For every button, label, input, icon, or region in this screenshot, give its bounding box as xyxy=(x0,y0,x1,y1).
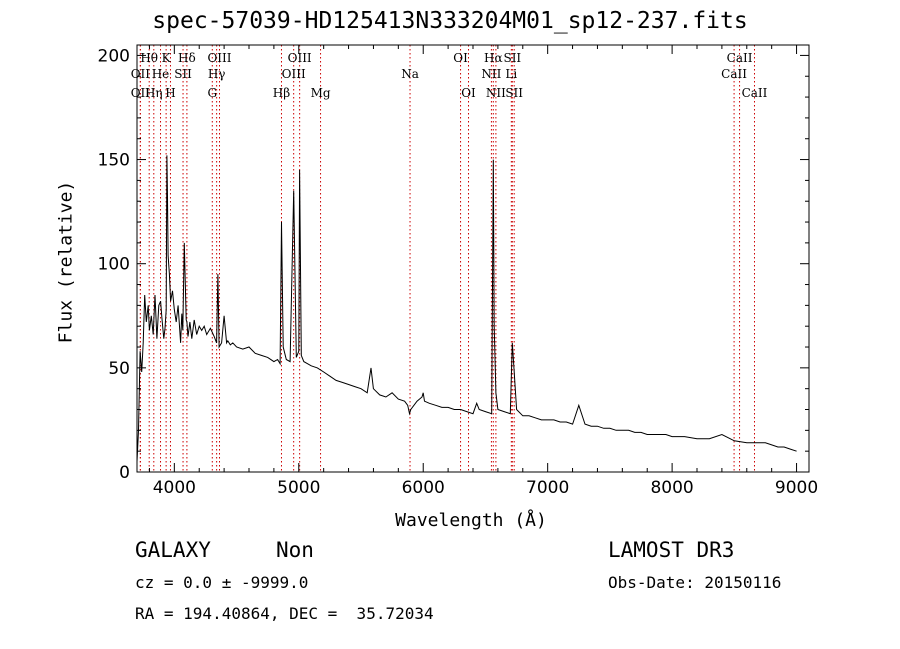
marker-label-li: Li xyxy=(505,67,517,81)
marker-label-caii: CaII xyxy=(742,86,768,100)
marker-labels: OII OII Hθ Hη He K H SII Hδ Hγ G OIII Hβ OIII OIII Mg Na… xyxy=(131,51,768,100)
marker-label-mg: Mg xyxy=(311,86,331,100)
marker-label-sii: SII xyxy=(174,67,192,81)
x-tick-label: 6000 xyxy=(402,478,445,498)
marker-label-sii: SII xyxy=(503,51,521,65)
marker-label-oi: OI xyxy=(461,86,476,100)
marker-label-k: K xyxy=(162,51,172,65)
marker-label-hγ: Hγ xyxy=(208,67,226,81)
y-tick-label: 100 xyxy=(98,255,130,275)
line-markers xyxy=(139,45,755,472)
object-subclass: Non xyxy=(276,538,314,562)
marker-label-oii: OII xyxy=(131,67,151,81)
y-tick-label: 200 xyxy=(98,46,130,66)
marker-label-hδ: Hδ xyxy=(178,51,196,65)
marker-label-g: G xyxy=(207,86,217,100)
marker-label-caii: CaII xyxy=(721,67,747,81)
coordinates: RA = 194.40864, DEC = 35.72034 xyxy=(135,604,434,623)
redshift-cz: cz = 0.0 ± -9999.0 xyxy=(135,573,309,592)
marker-label-he: He xyxy=(152,67,170,81)
x-axis-label: Wavelength (Å) xyxy=(395,510,547,531)
plot-frame xyxy=(136,44,810,473)
x-tick-label: 8000 xyxy=(650,478,693,498)
series-spectrum xyxy=(136,155,797,462)
x-tick-label: 7000 xyxy=(526,478,569,498)
x-tick-label: 5000 xyxy=(277,478,320,498)
marker-label-hη: Hη xyxy=(145,86,163,100)
x-tick-label: 4000 xyxy=(153,478,196,498)
y-tick-label: 150 xyxy=(98,151,130,171)
axis-ticks: 4000 5000 6000 7000 8000 9000 0 50 100 150 200 xyxy=(98,45,818,498)
marker-label-hα: Hα xyxy=(484,51,503,65)
marker-label-caii: CaII xyxy=(727,51,753,65)
marker-label-hθ: Hθ xyxy=(140,51,158,65)
marker-label-oiii: OIII xyxy=(288,51,312,65)
y-axis-label: Flux (relative) xyxy=(55,180,77,344)
obs-date: Obs-Date: 20150116 xyxy=(608,573,782,592)
marker-label-oi: OI xyxy=(453,51,468,65)
marker-label-oiii: OIII xyxy=(207,51,231,65)
marker-label-sii: SII xyxy=(505,86,523,100)
x-tick-label: 9000 xyxy=(775,478,818,498)
marker-label-oiii: OIII xyxy=(282,67,306,81)
marker-label-h: H xyxy=(165,86,175,100)
marker-label-oii: OII xyxy=(131,86,151,100)
y-tick-label: 50 xyxy=(108,359,130,379)
survey-name: LAMOST DR3 xyxy=(608,538,735,562)
marker-label-nii: NII xyxy=(486,86,506,100)
marker-label-nii: NII xyxy=(481,67,501,81)
marker-label-hβ: Hβ xyxy=(273,86,290,100)
marker-label-na: Na xyxy=(401,67,419,81)
chart-title: spec-57039-HD125413N333204M01_sp12-237.f… xyxy=(152,8,748,34)
y-tick-label: 0 xyxy=(119,463,130,483)
object-class: GALAXY xyxy=(135,538,211,562)
series-layer xyxy=(136,155,797,462)
